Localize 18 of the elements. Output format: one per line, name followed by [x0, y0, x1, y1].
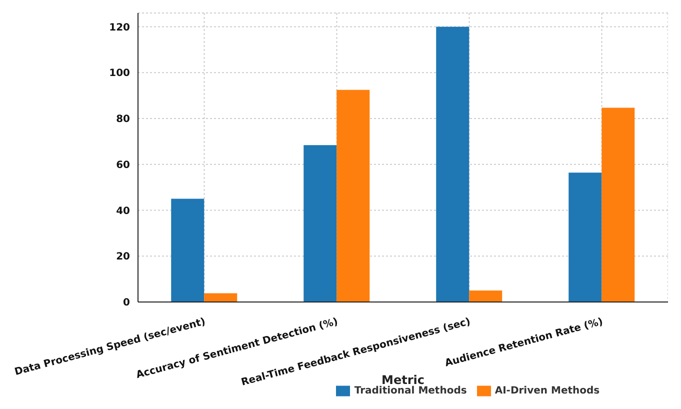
bar [568, 172, 602, 302]
bar [602, 108, 635, 302]
bar [171, 198, 204, 302]
bar [204, 293, 238, 302]
y-tick-label: 120 [109, 22, 130, 34]
bar [304, 145, 337, 302]
y-tick-label: 0 [123, 298, 130, 309]
bar [336, 90, 370, 302]
bar [436, 26, 470, 302]
y-tick-label: 80 [116, 114, 130, 126]
y-tick-label: 20 [116, 252, 130, 263]
y-tick-label: 60 [116, 160, 130, 171]
x-axis-title: Metric [382, 373, 424, 387]
bar [469, 290, 502, 302]
y-tick-label: 100 [109, 68, 130, 80]
legend-label: AI-Driven Methods [494, 386, 600, 397]
legend-label: Traditional Methods [354, 386, 467, 397]
y-tick-label: 40 [116, 206, 130, 217]
